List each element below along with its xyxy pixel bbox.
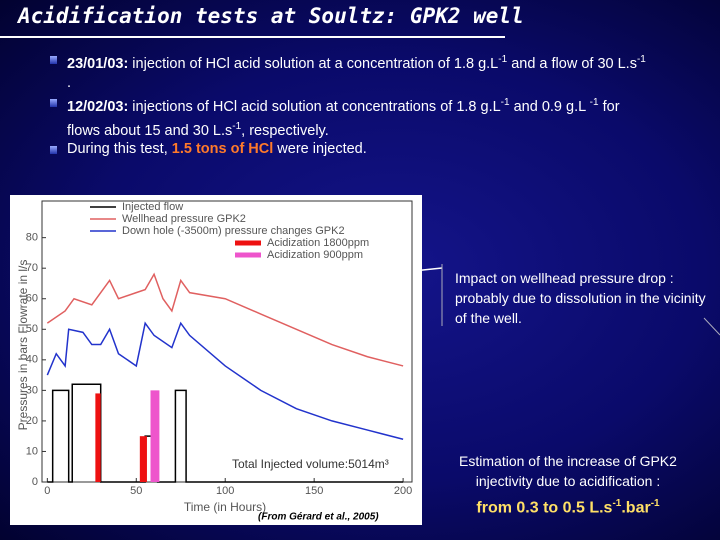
y-tick-label: 40 [26, 354, 38, 366]
text: and 0.9 g.L [509, 98, 590, 115]
x-axis-label: Time (in Hours) [184, 500, 266, 514]
sup: -1 [636, 54, 646, 65]
slide-title: Acidification tests at Soultz: GPK2 well [18, 4, 524, 28]
date: 12/02/03: [67, 98, 129, 115]
y-tick-label: 80 [26, 232, 38, 244]
text: for flows about 15 and 30 L.s [67, 98, 620, 139]
note: Impact on wellhead pressure drop : proba… [455, 270, 706, 326]
x-tick-label: 200 [394, 485, 412, 497]
text: were injected. [273, 141, 367, 158]
acidization-bar [139, 436, 147, 482]
text: from 0.3 to 0.5 L.s [476, 499, 613, 517]
highlight: 1.5 tons of HCl [171, 141, 274, 158]
x-tick-label: 0 [44, 485, 50, 497]
x-tick-label: 150 [305, 485, 323, 497]
series-line [46, 272, 404, 367]
note: from 0.3 to 0.5 L.s-1.bar-1 [438, 494, 698, 518]
series-line [46, 321, 404, 440]
legend-label: Down hole (-3500m) pressure changes GPK2 [122, 225, 345, 237]
text: , respectively. [241, 122, 329, 139]
annotation: (From Gérard et al., 2005) [258, 512, 379, 523]
y-tick-label: 20 [26, 415, 38, 427]
sup: -1 [500, 96, 510, 108]
x-tick-label: 100 [216, 485, 234, 497]
sup: -1 [498, 54, 508, 65]
sup: -1 [589, 96, 599, 108]
y-tick-label: 50 [26, 323, 38, 335]
sup: -1 [232, 120, 242, 132]
y-tick-label: 60 [26, 293, 38, 305]
note: Estimation of the increase of GPK2 injec… [459, 453, 677, 489]
bullet: During this test, 1.5 tons of HCl were i… [50, 140, 650, 159]
y-axis-label: Pressures in bars Flowrate in l/s [16, 260, 30, 431]
text: . [67, 74, 72, 91]
bullet: 23/01/03: injection of HCl acid solution… [50, 50, 650, 93]
legend-label: Wellhead pressure GPK2 [122, 213, 246, 225]
acidization-bar [95, 393, 101, 482]
text: injections of HCl acid solution at conce… [128, 98, 501, 115]
legend-label: Acidization 1800ppm [267, 237, 369, 249]
title-rule [0, 36, 505, 38]
legend-label: Injected flow [122, 201, 183, 213]
sup: -1 [650, 498, 660, 509]
text: injection of HCl acid solution at a conc… [128, 55, 499, 72]
y-tick-label: 70 [26, 262, 38, 274]
y-tick-label: 0 [32, 476, 38, 488]
date: 23/01/03: [67, 55, 129, 72]
legend-label: Acidization 900ppm [267, 249, 363, 261]
y-tick-label: 10 [26, 445, 38, 457]
text: During this test, [67, 141, 172, 158]
x-tick-label: 50 [130, 485, 142, 497]
annotation: Total Injected volume:5014m³ [232, 457, 389, 471]
sup: -1 [612, 498, 622, 509]
acidization-bar [150, 390, 160, 482]
text: .bar [621, 499, 651, 517]
y-tick-label: 30 [26, 384, 38, 396]
text: and a flow of 30 L.s [507, 55, 637, 72]
chart: 0 10 20 30 40 50 60 70 80 0 50 100 150 200 Time (in Ho… [10, 195, 422, 525]
bullet: 12/02/03: injections of HCl acid solutio… [50, 93, 650, 141]
series-line [47, 383, 404, 483]
bullet-list: 23/01/03: injection of HCl acid solution… [50, 50, 650, 159]
